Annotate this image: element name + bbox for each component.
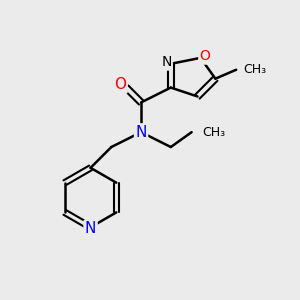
Text: N: N xyxy=(135,125,147,140)
Text: CH₃: CH₃ xyxy=(244,63,267,76)
Text: O: O xyxy=(114,77,126,92)
Text: CH₃: CH₃ xyxy=(202,126,225,139)
Text: O: O xyxy=(200,50,210,63)
Text: N: N xyxy=(85,221,96,236)
Text: N: N xyxy=(161,55,172,69)
